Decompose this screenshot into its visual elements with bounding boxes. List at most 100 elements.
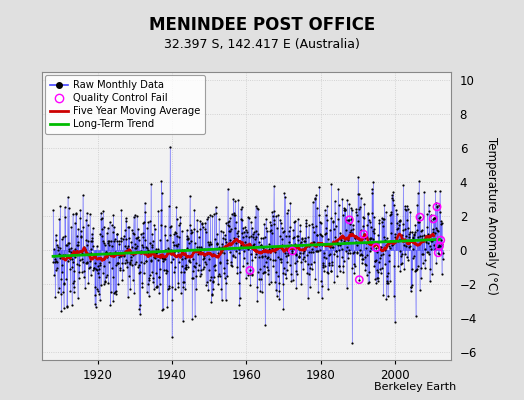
Point — [146, 240, 154, 246]
Point — [110, 238, 118, 244]
Point — [223, 259, 231, 266]
Point — [227, 210, 236, 217]
Point — [177, 269, 185, 276]
Point — [199, 256, 207, 263]
Point — [353, 249, 362, 255]
Point — [77, 228, 85, 234]
Point — [321, 255, 330, 261]
Point — [288, 249, 296, 256]
Point — [259, 263, 268, 269]
Point — [120, 252, 128, 259]
Point — [182, 264, 190, 270]
Point — [85, 263, 94, 270]
Point — [223, 257, 231, 264]
Point — [405, 244, 413, 250]
Point — [405, 234, 413, 240]
Point — [424, 231, 432, 238]
Point — [64, 205, 73, 212]
Point — [240, 248, 248, 254]
Point — [300, 245, 308, 252]
Point — [220, 250, 228, 256]
Point — [158, 258, 167, 264]
Point — [71, 210, 80, 217]
Point — [386, 245, 394, 251]
Point — [73, 260, 81, 267]
Point — [427, 246, 435, 252]
Point — [129, 230, 137, 236]
Point — [128, 262, 137, 268]
Point — [217, 244, 226, 251]
Point — [343, 250, 352, 256]
Point — [253, 205, 261, 211]
Point — [293, 258, 301, 264]
Point — [308, 246, 316, 252]
Point — [316, 247, 324, 253]
Point — [335, 262, 343, 269]
Point — [243, 272, 252, 278]
Point — [80, 274, 88, 280]
Point — [240, 229, 248, 235]
Point — [348, 340, 356, 346]
Point — [110, 212, 118, 218]
Point — [143, 245, 151, 251]
Point — [167, 259, 176, 266]
Point — [427, 238, 435, 244]
Point — [296, 222, 304, 228]
Point — [347, 207, 356, 214]
Point — [95, 266, 103, 273]
Point — [328, 262, 336, 268]
Point — [163, 268, 171, 274]
Point — [171, 286, 179, 292]
Point — [340, 207, 348, 213]
Point — [434, 202, 443, 208]
Point — [122, 236, 130, 242]
Point — [415, 178, 423, 184]
Point — [134, 262, 143, 268]
Point — [138, 280, 146, 286]
Point — [159, 255, 167, 261]
Point — [96, 297, 104, 303]
Point — [100, 224, 108, 230]
Point — [64, 258, 72, 265]
Point — [373, 248, 381, 255]
Point — [111, 249, 119, 256]
Point — [355, 206, 363, 212]
Point — [154, 256, 162, 263]
Point — [312, 248, 321, 254]
Point — [91, 291, 100, 298]
Point — [189, 268, 198, 274]
Point — [407, 288, 415, 294]
Point — [146, 258, 155, 264]
Point — [403, 254, 411, 261]
Point — [82, 237, 91, 244]
Point — [115, 241, 124, 248]
Point — [234, 197, 243, 203]
Point — [166, 143, 174, 150]
Point — [67, 245, 75, 251]
Point — [385, 252, 394, 258]
Point — [258, 252, 267, 259]
Point — [398, 227, 407, 234]
Point — [127, 254, 135, 260]
Point — [236, 269, 245, 276]
Point — [142, 258, 150, 264]
Point — [180, 265, 189, 272]
Point — [355, 190, 363, 197]
Point — [249, 242, 258, 248]
Point — [247, 218, 255, 225]
Point — [256, 266, 264, 273]
Point — [256, 288, 265, 294]
Point — [154, 208, 162, 214]
Point — [400, 266, 408, 272]
Point — [257, 235, 265, 242]
Point — [354, 191, 363, 198]
Point — [242, 227, 250, 233]
Point — [89, 225, 97, 231]
Point — [263, 228, 271, 235]
Point — [231, 212, 239, 218]
Point — [268, 209, 276, 215]
Point — [173, 241, 182, 248]
Point — [50, 272, 59, 278]
Point — [226, 228, 234, 234]
Point — [197, 266, 205, 273]
